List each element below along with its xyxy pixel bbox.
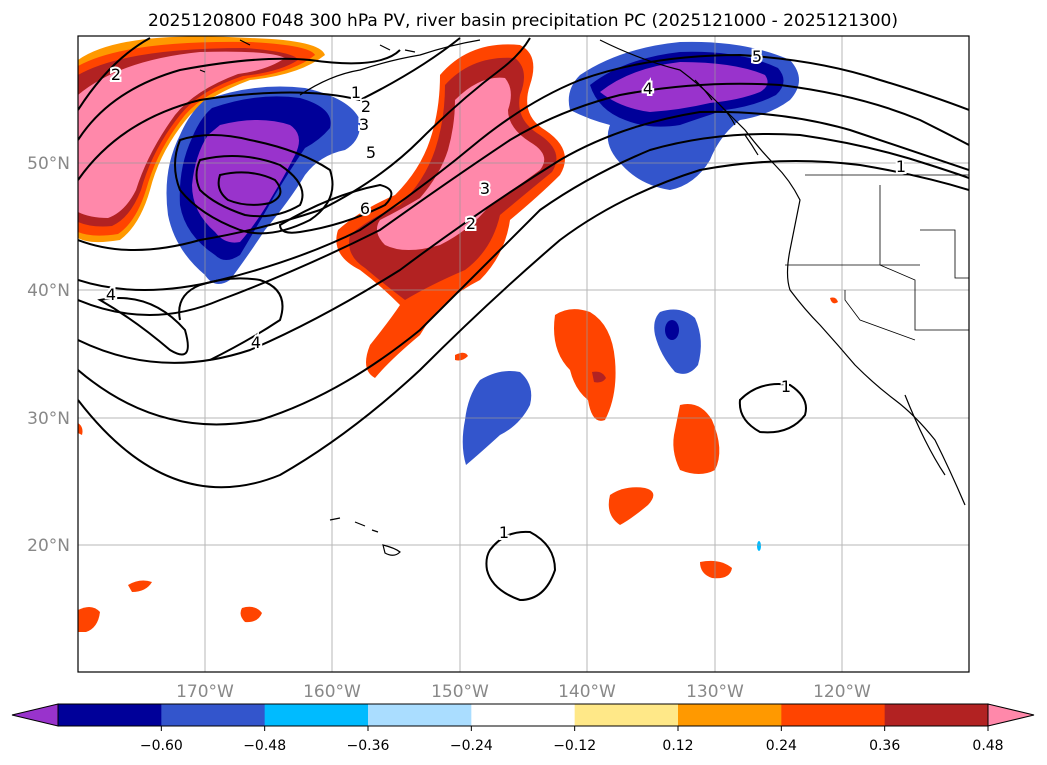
contour-labels: 2 1 2 3 5 6 3 2 4 4 5 4 1 1 1 [104,45,908,544]
contour-label: 2 [466,214,476,233]
contour-label: 1 [351,83,361,102]
map-frame [77,35,970,673]
colorbar-tick-label: −0.24 [450,738,493,754]
positive-anomaly-shading [78,36,838,632]
lat-label: 40°N [27,281,70,301]
colorbar-cell [678,704,782,726]
latitude-labels: 50°N 40°N 30°N 20°N [27,154,70,556]
contour-label: 5 [752,47,762,66]
contour-label: 3 [480,179,490,198]
colorbar: −0.60 −0.48 −0.36 −0.24 −0.12 0.12 0.24 0.36 0.4… [11,703,1035,754]
contour-label: 2 [111,65,121,84]
map-title: 2025120800 F048 300 hPa PV, river basin … [148,11,898,31]
contour-label: 1 [896,157,906,176]
colorbar-extend-min [11,703,59,727]
colorbar-tick-label: 0.24 [766,738,797,754]
colorbar-cell [58,704,162,726]
colorbar-tick-label: −0.36 [347,738,390,754]
lon-label: 130°W [686,682,744,702]
colorbar-tick-label: −0.48 [243,738,286,754]
lat-label: 50°N [27,154,70,174]
lat-label: 20°N [27,536,70,556]
lon-label: 160°W [303,682,361,702]
colorbar-tick-label: −0.12 [553,738,596,754]
contour-label: 4 [251,333,261,352]
colorbar-cell [471,704,576,726]
lon-label: 170°W [176,682,234,702]
colorbar-cell [884,704,989,726]
contour-label: 1 [781,377,791,396]
contour-label: 3 [359,115,369,134]
contour-label: 6 [360,199,370,218]
contour-label: 4 [106,285,116,304]
colorbar-cell [161,704,266,726]
colorbar-tick-label: 0.36 [869,738,900,754]
contour-label: 4 [643,79,653,98]
lat-label: 30°N [27,409,70,429]
lon-label: 140°W [558,682,616,702]
contour-label: 2 [361,97,371,116]
colorbar-tick-label: 0.12 [662,738,693,754]
colorbar-tick-label: 0.48 [972,738,1003,754]
lon-label: 150°W [431,682,489,702]
colorbar-tick-label: −0.60 [140,738,183,754]
colorbar-cell [368,704,472,726]
colorbar-cell [781,704,886,726]
pv-contours [78,37,969,602]
contour-label: 1 [499,523,509,542]
lon-label: 120°W [813,682,871,702]
contour-label: 5 [366,143,376,162]
colorbar-cell [264,704,369,726]
longitude-labels: 170°W 160°W 150°W 140°W 130°W 120°W [176,682,871,702]
borders [785,174,969,341]
map-area: 2 1 2 3 5 6 3 2 4 4 5 4 1 1 1 [78,36,969,672]
colorbar-extend-max [987,703,1035,727]
colorbar-cell [574,704,679,726]
